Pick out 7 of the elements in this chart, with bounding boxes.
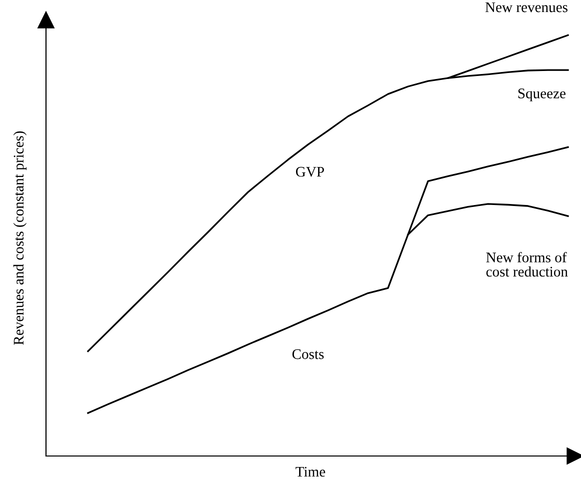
series-label: Costs — [292, 349, 324, 360]
series-label: New revenues — [485, 2, 568, 12]
x-axis-title: Time — [296, 466, 326, 477]
annotation: GVP — [296, 166, 324, 177]
y-axis-title: Revenues and costs (constant prices) — [13, 131, 27, 345]
text: New forms of cost reduction — [486, 252, 568, 277]
series-label: Squeeze — [518, 88, 566, 102]
